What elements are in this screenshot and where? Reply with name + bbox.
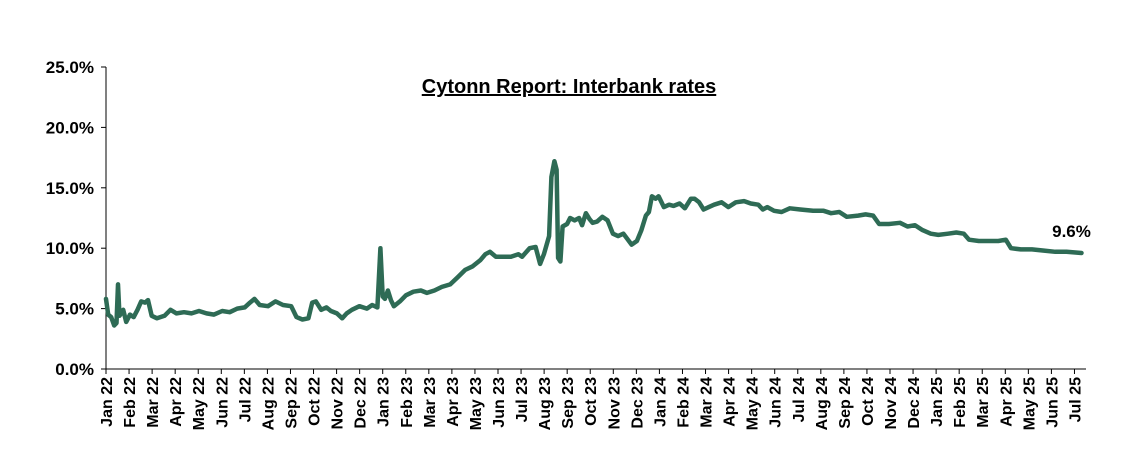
- x-tick-label: Jan 24: [652, 377, 669, 427]
- x-tick-label: May 22: [191, 377, 208, 430]
- x-tick-label: Jan 25: [929, 377, 946, 427]
- x-tick-label: Mar 25: [975, 377, 992, 428]
- x-tick-label: Aug 22: [260, 377, 277, 430]
- x-tick-label: Nov 23: [606, 377, 623, 430]
- x-tick-label: Mar 22: [145, 377, 162, 428]
- x-tick-label: Feb 24: [675, 377, 692, 428]
- x-tick-label: Dec 22: [353, 377, 370, 429]
- x-tick-label: Jan 23: [376, 377, 393, 427]
- x-tick-label: Oct 23: [583, 377, 600, 426]
- x-tick-label: May 23: [468, 377, 485, 430]
- x-tick-label: Oct 22: [307, 377, 324, 426]
- end-value-label: 9.6%: [1052, 222, 1091, 241]
- x-tick-label: Feb 23: [399, 377, 416, 428]
- x-tick-label: Jul 23: [514, 377, 531, 422]
- x-tick-label: Sep 22: [283, 377, 300, 429]
- x-tick-label: Jul 24: [791, 377, 808, 422]
- x-tick-label: Jul 25: [1067, 377, 1084, 422]
- x-tick-label: Mar 23: [422, 377, 439, 428]
- x-tick-label: Aug 23: [537, 377, 554, 430]
- x-tick-label: Mar 24: [699, 377, 716, 428]
- y-tick-label: 20.0%: [46, 118, 94, 137]
- x-tick-label: May 24: [745, 377, 762, 430]
- x-tick-label: Dec 24: [906, 377, 923, 429]
- x-tick-label: Apr 24: [722, 377, 739, 427]
- x-tick-label: Nov 24: [883, 377, 900, 430]
- x-tick-label: Apr 22: [168, 377, 185, 427]
- y-tick-label: 15.0%: [46, 179, 94, 198]
- x-tick-label: Sep 23: [560, 377, 577, 429]
- x-tick-label: Feb 22: [122, 377, 139, 428]
- x-tick-label: Jun 24: [768, 377, 785, 428]
- x-tick-label: May 25: [1021, 377, 1038, 430]
- x-tick-label: Jun 22: [214, 377, 231, 428]
- x-tick-label: Apr 25: [998, 377, 1015, 427]
- x-tick-label: Dec 23: [629, 377, 646, 429]
- x-tick-label: Nov 22: [330, 377, 347, 430]
- x-tick-label: Jan 22: [99, 377, 116, 427]
- chart-title: Cytonn Report: Interbank rates: [422, 76, 716, 98]
- y-tick-label: 0.0%: [55, 360, 94, 379]
- x-tick-label: Aug 24: [814, 377, 831, 430]
- series-line-interbank-rate: [103, 158, 1084, 328]
- x-tick-label: Sep 24: [837, 377, 854, 429]
- x-axis: Jan 22 Feb 22 Mar 22 Apr 22 May 22 Jun 22 Jul …: [99, 368, 1086, 430]
- x-tick-label: Oct 24: [860, 377, 877, 426]
- x-tick-label: Jun 23: [491, 377, 508, 428]
- y-axis: 0.0% 5.0% 10.0% 15.0% 20.0% 25.0%: [46, 58, 107, 379]
- x-tick-label: Jun 25: [1044, 377, 1061, 428]
- y-tick-label: 5.0%: [55, 300, 94, 319]
- x-tick-label: Apr 23: [445, 377, 462, 427]
- y-tick-label: 10.0%: [46, 239, 94, 258]
- x-tick-label: Jul 22: [237, 377, 254, 422]
- x-tick-label: Feb 25: [952, 377, 969, 428]
- y-tick-label: 25.0%: [46, 58, 94, 77]
